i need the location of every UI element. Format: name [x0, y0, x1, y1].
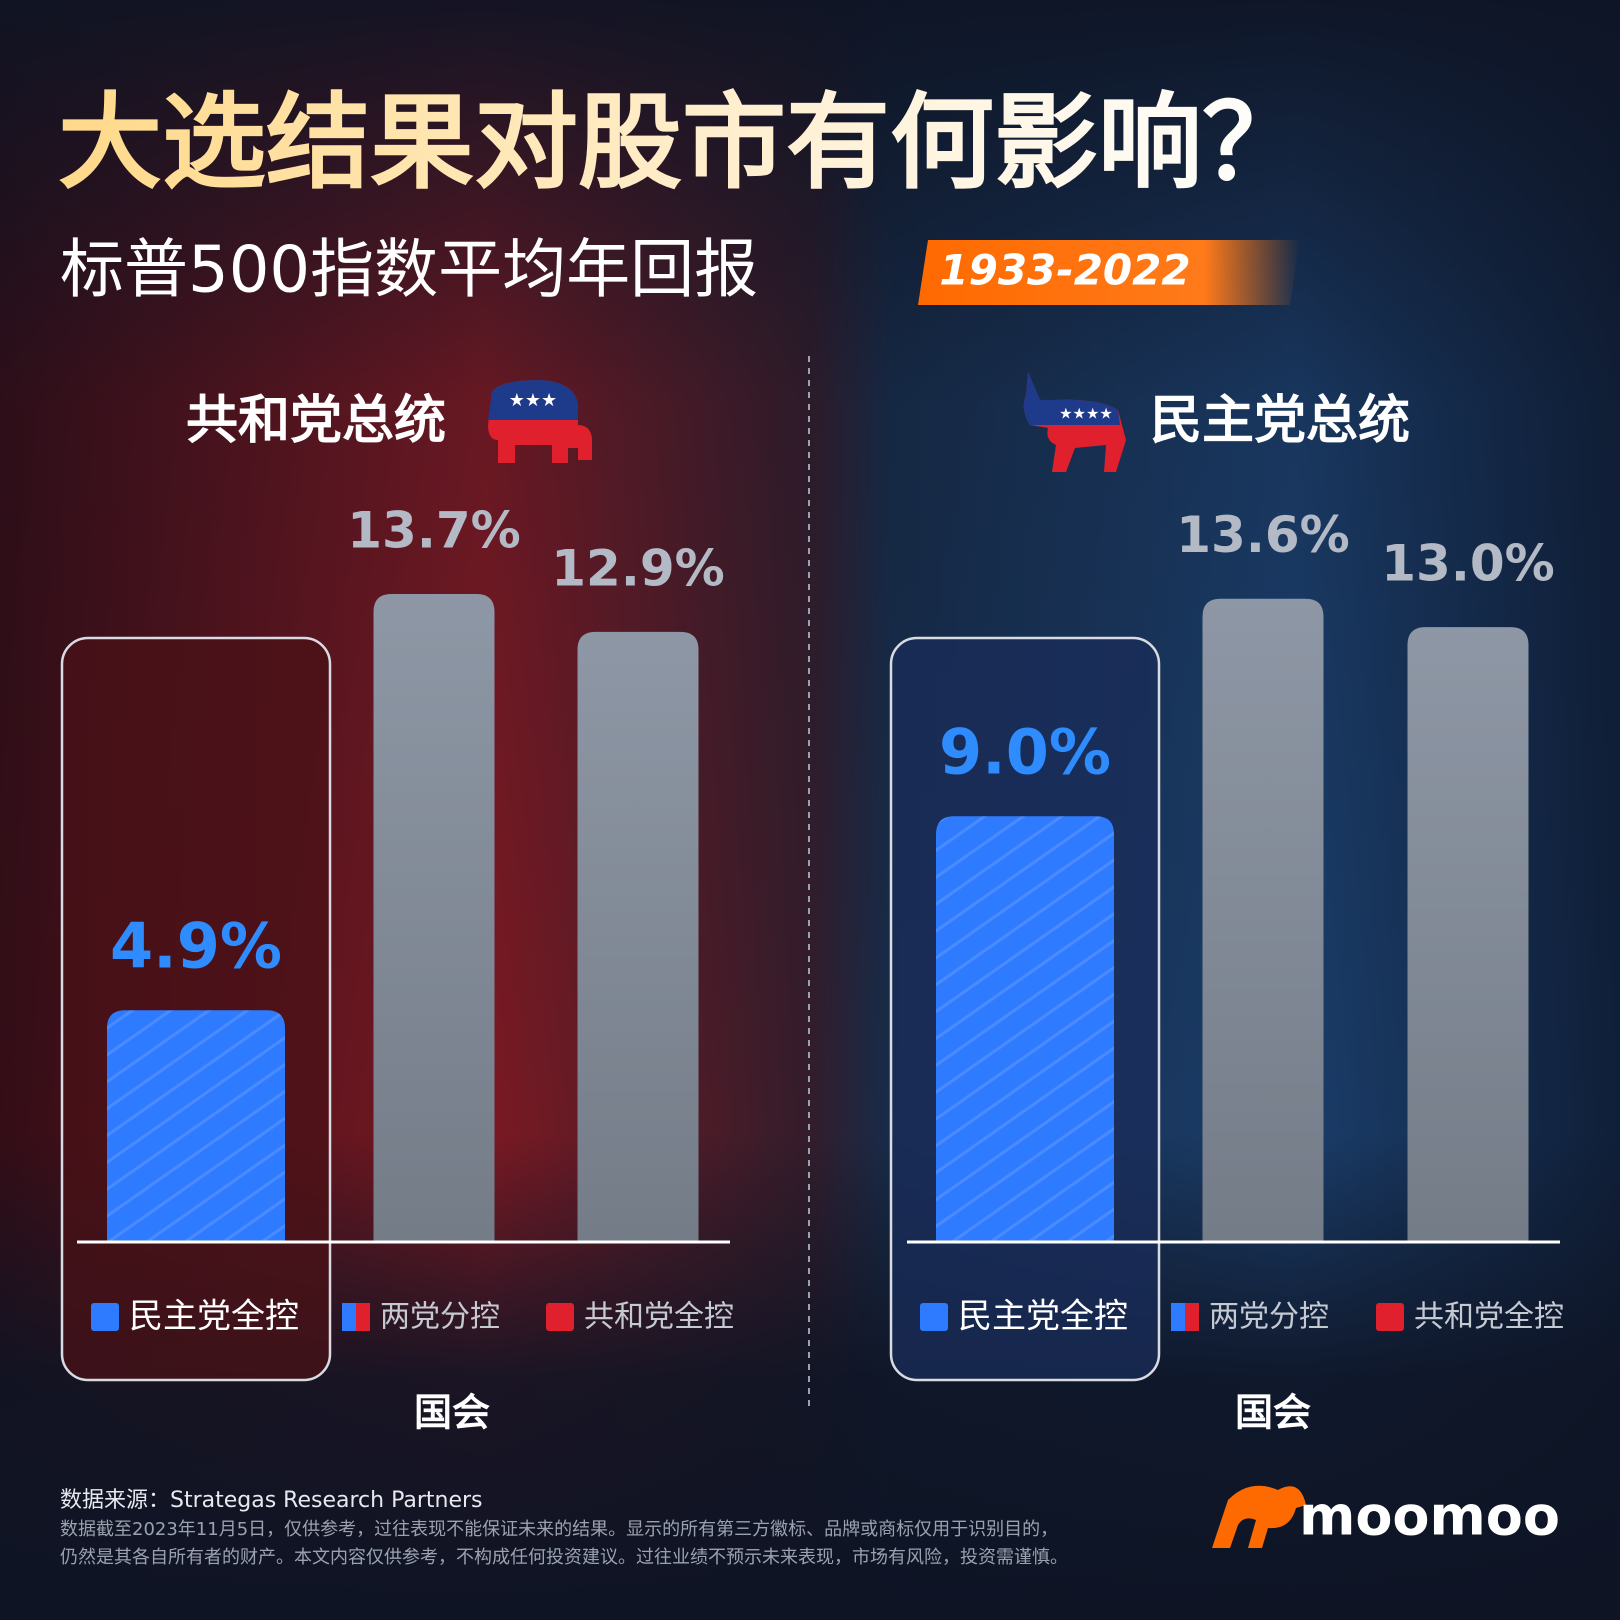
legend-swatch: [1171, 1303, 1185, 1331]
bar: [373, 593, 495, 1242]
disclaimer: 仍然是其各自所有者的财产。本文内容仅供参考，不构成任何投资建议。过往业绩不预示未…: [60, 1547, 1068, 1568]
bar: [577, 631, 699, 1242]
category-label: 民主党全控: [129, 1297, 299, 1337]
legend-swatch: [356, 1303, 370, 1331]
legend-swatch: [920, 1303, 948, 1331]
value-label: 4.9%: [110, 909, 282, 982]
legend-swatch: [91, 1303, 119, 1331]
source: 数据来源：Strategas Research Partners: [60, 1488, 483, 1513]
bar: [936, 816, 1114, 1242]
legend-swatch: [342, 1303, 356, 1331]
x-axis-label: 国会: [1235, 1391, 1311, 1435]
value-label: 12.9%: [551, 539, 724, 597]
brand: moomoo: [1299, 1485, 1560, 1548]
bar: [1202, 598, 1324, 1242]
panel-title: 民主党总统: [1150, 391, 1410, 451]
svg-text:★★★: ★★★: [509, 390, 557, 411]
disclaimer: 数据截至2023年11月5日，仅供参考，过往表现不能保证未来的结果。显示的所有第…: [60, 1519, 1058, 1540]
legend-swatch: [1185, 1303, 1199, 1331]
svg-text:★★★★: ★★★★: [1059, 405, 1113, 423]
value-label: 13.7%: [347, 501, 520, 559]
brand-logo: [1212, 1485, 1306, 1548]
donkey-icon: ★★★★: [1023, 372, 1126, 472]
value-label: 13.0%: [1381, 535, 1554, 593]
legend-swatch: [1376, 1303, 1404, 1331]
period-badge: [918, 240, 1300, 305]
elephant-icon: ★★★: [488, 380, 592, 463]
category-label: 共和党全控: [584, 1300, 734, 1335]
period: 1933-2022: [939, 246, 1190, 295]
value-label: 9.0%: [939, 715, 1111, 788]
bar: [1407, 627, 1529, 1242]
category-label: 民主党全控: [958, 1297, 1128, 1337]
x-axis-label: 国会: [414, 1391, 490, 1435]
category-label: 两党分控: [380, 1300, 500, 1335]
subtitle: 标普500指数平均年回报: [60, 234, 758, 308]
highlight-box: [60, 636, 332, 1382]
title: 大选结果对股市有何影响？: [58, 81, 1306, 203]
legend-swatch: [546, 1303, 574, 1331]
category-label: 共和党全控: [1414, 1300, 1564, 1335]
bar: [107, 1010, 285, 1242]
value-label: 13.6%: [1176, 506, 1349, 564]
panel-title: 共和党总统: [186, 391, 446, 451]
category-label: 两党分控: [1209, 1300, 1329, 1335]
